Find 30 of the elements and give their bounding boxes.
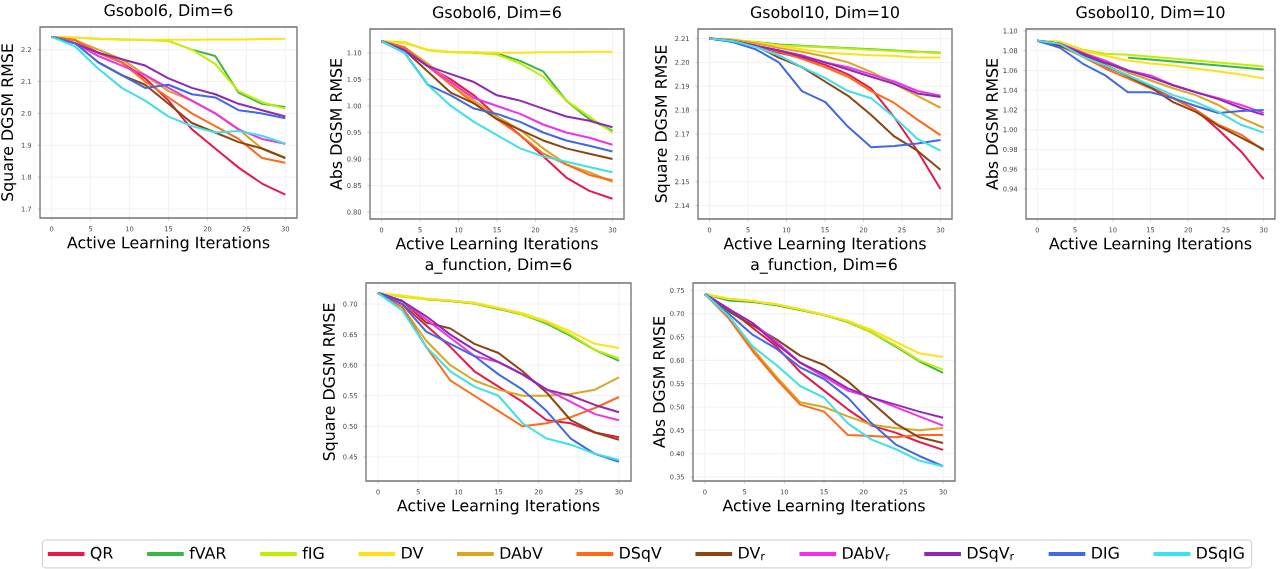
x-axis-title: Active Learning Iterations xyxy=(1049,237,1252,253)
legend-label: DIG xyxy=(1092,546,1119,559)
legend-label: fIG xyxy=(302,546,324,559)
x-axis-title: Active Learning Iterations xyxy=(397,499,600,515)
legend-label: DAbV$_{r}$ xyxy=(843,546,890,561)
legend-label: DAbV xyxy=(500,546,543,559)
chart-title: a_function, Dim=6 xyxy=(425,258,572,274)
legend-label: DSqV xyxy=(620,546,662,562)
chart-title: a_function, Dim=6 xyxy=(751,258,897,274)
y-axis-title: Square DGSM RMSE xyxy=(654,45,670,203)
chart-title: Gsobol10, Dim=10 xyxy=(1076,5,1225,20)
y-axis-title: Abs DGSM RMSE xyxy=(329,58,343,190)
y-axis-title: Square DGSM RMSE xyxy=(322,303,338,461)
line-series xyxy=(380,40,614,54)
chart-title: Gsobol6, Dim=6 xyxy=(432,5,561,20)
legend-label: DSqV$_{r}$ xyxy=(967,546,1015,562)
legend-label: DSqIG xyxy=(1197,546,1244,562)
y-axis-title: Abs DGSM RMSE xyxy=(985,58,999,190)
x-axis-title: Active Learning Iterations xyxy=(67,236,270,252)
x-axis-title: Active Learning Iterations xyxy=(722,499,925,515)
legend-label: DV$_{r}$ xyxy=(739,546,765,561)
chart-title: Gsobol10, Dim=10 xyxy=(750,5,899,20)
legend-label: QR xyxy=(90,546,113,561)
y-axis-title: Square DGSM RMSE xyxy=(1,44,17,201)
x-axis-title: Active Learning Iterations xyxy=(723,237,926,253)
y-axis-title: Abs DGSM RMSE xyxy=(652,316,666,448)
chart-title: Gsobol6, Dim=6 xyxy=(104,3,233,18)
legend-label: fVAR xyxy=(189,546,226,559)
x-axis-title: Active Learning Iterations xyxy=(395,237,598,253)
legend-label: DV xyxy=(402,546,424,559)
